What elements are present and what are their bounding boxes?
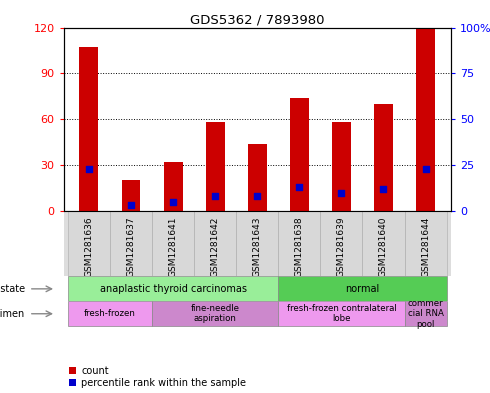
Bar <box>416 28 435 211</box>
Legend: count, percentile rank within the sample: count, percentile rank within the sample <box>69 366 246 388</box>
FancyBboxPatch shape <box>194 211 236 276</box>
Point <box>295 184 303 190</box>
Text: GSM1281644: GSM1281644 <box>421 216 430 277</box>
Point <box>169 198 177 205</box>
FancyBboxPatch shape <box>236 211 278 276</box>
Point <box>211 193 219 199</box>
FancyBboxPatch shape <box>405 301 446 326</box>
FancyBboxPatch shape <box>278 211 320 276</box>
Text: fresh-frozen contralateral
lobe: fresh-frozen contralateral lobe <box>287 304 396 323</box>
Text: specimen: specimen <box>0 309 25 319</box>
Text: GSM1281637: GSM1281637 <box>126 216 136 277</box>
Bar <box>374 104 393 211</box>
Title: GDS5362 / 7893980: GDS5362 / 7893980 <box>190 13 324 26</box>
Bar <box>164 162 183 211</box>
Point <box>338 189 345 196</box>
Text: GSM1281641: GSM1281641 <box>169 216 177 277</box>
Text: GSM1281639: GSM1281639 <box>337 216 346 277</box>
FancyBboxPatch shape <box>68 301 152 326</box>
FancyBboxPatch shape <box>68 276 278 301</box>
Text: fresh-frozen: fresh-frozen <box>84 309 136 318</box>
FancyBboxPatch shape <box>152 211 194 276</box>
Text: GSM1281636: GSM1281636 <box>84 216 94 277</box>
Point <box>85 165 93 172</box>
FancyBboxPatch shape <box>110 211 152 276</box>
Text: GSM1281642: GSM1281642 <box>211 216 220 277</box>
FancyBboxPatch shape <box>152 301 278 326</box>
Text: GSM1281643: GSM1281643 <box>253 216 262 277</box>
Bar <box>79 48 98 211</box>
Bar <box>248 144 267 211</box>
FancyBboxPatch shape <box>363 211 405 276</box>
Bar <box>122 180 141 211</box>
FancyBboxPatch shape <box>278 301 405 326</box>
Bar <box>206 122 224 211</box>
Text: commer
cial RNA
pool: commer cial RNA pool <box>408 299 443 329</box>
Text: normal: normal <box>345 284 380 294</box>
Text: GSM1281638: GSM1281638 <box>295 216 304 277</box>
Bar <box>332 122 351 211</box>
Bar <box>290 98 309 211</box>
FancyBboxPatch shape <box>68 211 110 276</box>
Point <box>127 202 135 209</box>
Text: disease state: disease state <box>0 284 25 294</box>
FancyBboxPatch shape <box>320 211 363 276</box>
Point <box>253 193 261 199</box>
Text: anaplastic thyroid carcinomas: anaplastic thyroid carcinomas <box>99 284 246 294</box>
Point <box>421 165 429 172</box>
Text: GSM1281640: GSM1281640 <box>379 216 388 277</box>
Text: fine-needle
aspiration: fine-needle aspiration <box>191 304 240 323</box>
Point <box>380 186 388 192</box>
FancyBboxPatch shape <box>405 211 446 276</box>
FancyBboxPatch shape <box>278 276 446 301</box>
